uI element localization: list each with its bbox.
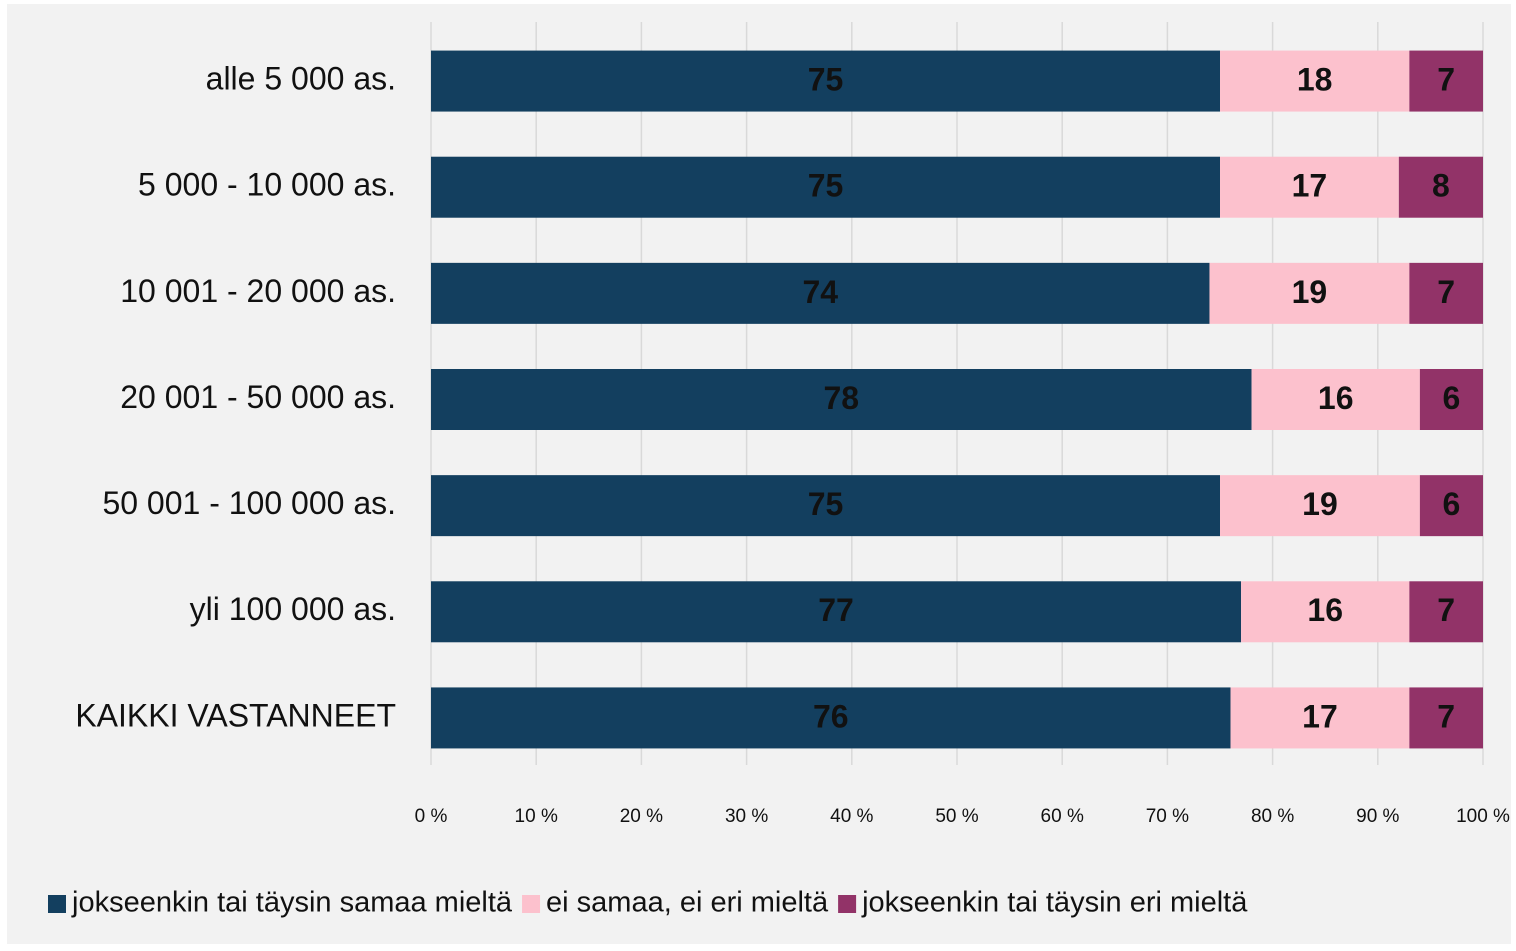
bar-segment bbox=[431, 262, 1210, 324]
bar-segment bbox=[1398, 156, 1483, 218]
legend-label: ei samaa, ei eri mieltä bbox=[546, 887, 829, 919]
y-tick-label: 5 000 - 10 000 as. bbox=[138, 167, 396, 203]
data-label: 8 bbox=[1432, 168, 1450, 204]
bar-segment bbox=[431, 156, 1220, 218]
bar-segment bbox=[1409, 50, 1483, 112]
data-label: 16 bbox=[1307, 592, 1343, 628]
bar-segment bbox=[1241, 581, 1410, 643]
bar-segment bbox=[1220, 156, 1399, 218]
bar-segment bbox=[431, 50, 1220, 112]
x-tick-label: 60 % bbox=[1041, 806, 1084, 827]
data-label: 7 bbox=[1437, 592, 1455, 628]
bar-segment bbox=[1251, 369, 1420, 430]
y-tick-label: KAIKKI VASTANNEET bbox=[75, 697, 396, 733]
data-label: 19 bbox=[1302, 486, 1338, 522]
y-tick-label: yli 100 000 as. bbox=[190, 591, 396, 627]
y-tick-label: 20 001 - 50 000 as. bbox=[120, 379, 396, 415]
y-tick-label: alle 5 000 as. bbox=[206, 61, 396, 97]
bar-segment bbox=[1230, 687, 1410, 749]
x-tick-label: 30 % bbox=[725, 806, 768, 827]
bar-segment bbox=[1409, 581, 1483, 643]
y-tick-label: 10 001 - 20 000 as. bbox=[120, 273, 396, 309]
legend-swatch bbox=[838, 895, 857, 913]
y-tick-label: 50 001 - 100 000 as. bbox=[102, 485, 396, 521]
data-label: 7 bbox=[1437, 274, 1455, 310]
data-label: 77 bbox=[818, 592, 854, 628]
data-label: 18 bbox=[1297, 62, 1333, 98]
x-tick-label: 90 % bbox=[1356, 806, 1399, 827]
data-label: 78 bbox=[823, 380, 859, 416]
x-tick-label: 10 % bbox=[515, 806, 558, 827]
data-label: 17 bbox=[1292, 168, 1328, 204]
data-label: 74 bbox=[802, 274, 838, 310]
data-label: 7 bbox=[1437, 62, 1455, 98]
data-label: 6 bbox=[1443, 486, 1461, 522]
bar-segment bbox=[1209, 262, 1410, 324]
bar-segment bbox=[1419, 475, 1483, 537]
data-label: 76 bbox=[813, 698, 849, 734]
legend-label: jokseenkin tai täysin eri mieltä bbox=[861, 887, 1248, 919]
x-tick-label: 100 % bbox=[1456, 806, 1510, 827]
bar-segment bbox=[1220, 50, 1410, 112]
data-label: 75 bbox=[808, 168, 844, 204]
legend-swatch bbox=[48, 895, 66, 913]
bar-segment bbox=[1409, 687, 1483, 749]
bar-segment bbox=[431, 369, 1252, 430]
data-label: 75 bbox=[808, 486, 844, 522]
x-tick-label: 70 % bbox=[1146, 806, 1189, 827]
chart-background bbox=[7, 4, 1511, 944]
data-label: 16 bbox=[1318, 380, 1354, 416]
bar-segment bbox=[431, 581, 1242, 643]
data-label: 75 bbox=[808, 62, 844, 98]
bar-segment bbox=[431, 475, 1220, 537]
data-label: 7 bbox=[1437, 698, 1455, 734]
data-label: 17 bbox=[1302, 698, 1338, 734]
bar-segment bbox=[431, 687, 1231, 749]
x-tick-label: 50 % bbox=[935, 806, 978, 827]
bar-segment bbox=[1220, 475, 1420, 537]
data-label: 19 bbox=[1292, 274, 1328, 310]
x-tick-label: 40 % bbox=[830, 806, 873, 827]
data-label: 6 bbox=[1443, 380, 1461, 416]
x-tick-label: 80 % bbox=[1251, 806, 1294, 827]
x-tick-label: 20 % bbox=[620, 806, 663, 827]
x-tick-label: 0 % bbox=[415, 806, 448, 827]
bar-segment bbox=[1409, 262, 1483, 324]
legend-swatch bbox=[522, 895, 541, 913]
legend-label: jokseenkin tai täysin samaa mieltä bbox=[71, 887, 513, 919]
bar-segment bbox=[1419, 369, 1483, 430]
